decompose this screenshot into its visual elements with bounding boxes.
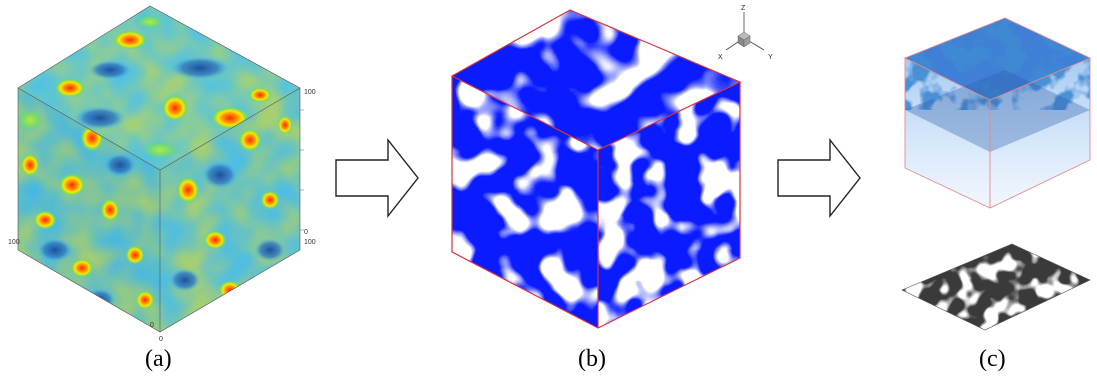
cube-c-edges <box>903 17 1092 209</box>
axis-label-y: Y <box>768 54 773 61</box>
tick-label: 100 <box>304 239 316 246</box>
tick-label: 100 <box>8 239 20 246</box>
panel-a-cube: 100 100 0 100 0 0 <box>8 5 316 343</box>
tick-label: 0 <box>304 229 308 236</box>
axis-label-z: Z <box>741 5 746 12</box>
panel-c-stack <box>901 17 1092 331</box>
panel-label-b: (b) <box>578 346 606 372</box>
panel-label-a: (a) <box>145 346 172 372</box>
tick-label: 0 <box>150 322 154 329</box>
axis-triad-icon: Z X Y <box>718 5 773 61</box>
axis-label-x: X <box>718 54 723 61</box>
tick-label: 0 <box>159 336 163 343</box>
tick-label: 100 <box>304 89 316 96</box>
cube-c-cut-plane <box>905 70 1090 152</box>
arrow-right-icon <box>777 137 861 219</box>
cube-a-ticks: 100 100 0 100 0 0 <box>8 89 316 343</box>
panel-b-cube <box>450 9 742 329</box>
panel-label-c: (c) <box>979 346 1006 372</box>
arrow-right-icon <box>335 137 419 219</box>
cube-c-slice <box>902 244 1090 330</box>
